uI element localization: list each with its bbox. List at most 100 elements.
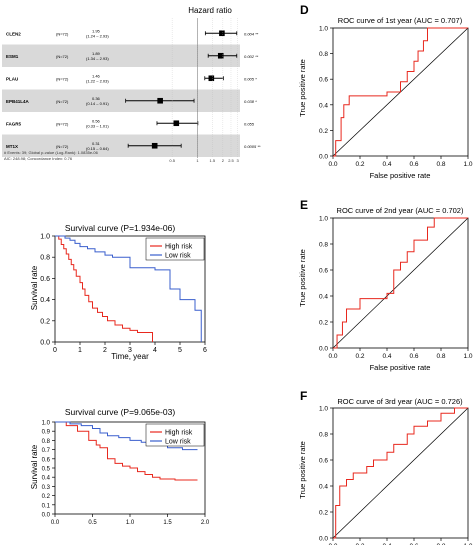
forest-hr-point: [173, 120, 180, 127]
forest-ci-label: (0.33 – 1.01): [86, 123, 109, 128]
roc-e-xlabel: False positive rate: [370, 363, 431, 372]
survival2-ytick-label: 0.5: [42, 467, 51, 473]
survival1-ytick-label: 0.6: [40, 276, 50, 283]
survival1-ylabel: Survival rate: [30, 265, 39, 310]
forest-hr-label: 1.89: [92, 51, 101, 56]
roc-e-ytick-label: 0.0: [319, 346, 328, 353]
roc-f-diagonal: [332, 407, 469, 539]
forest-tick-label: 0.5: [169, 158, 175, 163]
forest-ci-label: (1.22 – 2.03): [86, 78, 109, 83]
survival1-curve-low-risk: [55, 235, 202, 342]
forest-footnote-2: AIC: 248.98; Concordance Index: 0.76: [4, 156, 73, 161]
roc-panel-e: E ROC curve of 2nd year (AUC = 0.702) Tr…: [298, 198, 473, 372]
forest-p-label: 0.0005 **: [244, 144, 261, 149]
forest-plot: Hazard ratio CLEN2 (N=72) 1.95(1.24 – 2.93…: [2, 6, 261, 163]
roc-e-ylabel: True positive rate: [298, 249, 307, 307]
survival2-ytick-label: 0.1: [42, 503, 51, 509]
survival1-xtick-label: 3: [128, 347, 132, 354]
survival1-ytick-label: 0.2: [40, 318, 50, 325]
forest-hr-point: [157, 97, 163, 104]
survival1-ytick-label: 1.0: [40, 234, 50, 241]
survival1-curve-high-risk: [55, 235, 153, 342]
forest-hr-label: 1.46: [92, 73, 101, 78]
survival2-xtick-label: 2.0: [201, 520, 210, 526]
roc-f-xtick-label: 0.0: [328, 543, 337, 545]
forest-row-band: [2, 89, 240, 112]
survival2-xtick-label: 0.5: [88, 520, 97, 526]
forest-gene-label: ESM1: [6, 54, 19, 59]
roc-e-xtick-label: 0.8: [436, 353, 445, 360]
roc-e-letter: E: [300, 198, 308, 212]
survival2-ytick-label: 0.3: [42, 485, 51, 491]
roc-f-title: ROC curve of 3rd year (AUC = 0.726): [337, 397, 463, 406]
forest-hr-point: [151, 142, 158, 149]
forest-title: Hazard ratio: [188, 6, 232, 15]
forest-n-label: (N=72): [56, 31, 69, 36]
survival-plot-2: Survival curve (P=9.065e-03) Survival ra…: [30, 407, 210, 526]
roc-d-ytick-label: 0.4: [319, 102, 328, 109]
roc-f-curve: [333, 407, 468, 539]
roc-f-xtick-label: 0.2: [355, 543, 364, 545]
roc-e-ytick-label: 1.0: [319, 216, 328, 223]
survival2-legend-label: Low risk: [165, 439, 191, 446]
roc-d-frame: [332, 27, 469, 157]
survival2-ytick-label: 0.8: [42, 439, 51, 445]
roc-d-xtick-label: 0.0: [328, 161, 337, 168]
forest-p-label: 0.004 **: [244, 31, 259, 36]
roc-d-title: ROC curve of 1st year (AUC = 0.707): [338, 16, 463, 25]
roc-f-xtick-label: 1.0: [463, 543, 472, 545]
forest-tick-label: 2: [222, 158, 225, 163]
roc-e-ytick-label: 0.2: [319, 320, 328, 327]
survival2-legend-label: High risk: [165, 430, 193, 437]
roc-d-ylabel: True positive rate: [298, 59, 307, 117]
roc-e-diagonal: [332, 217, 469, 349]
forest-tick-label: 2.5: [228, 158, 234, 163]
forest-row-band: [2, 134, 240, 157]
forest-ci-label: (0.14 – 0.91): [86, 101, 109, 106]
survival1-xtick-label: 2: [103, 347, 107, 354]
roc-f-ytick-label: 1.0: [319, 406, 328, 413]
forest-ci-label: (1.34 – 2.93): [86, 56, 109, 61]
forest-ci-label: (1.24 – 2.93): [86, 33, 109, 38]
survival1-legend-label: High risk: [165, 244, 193, 251]
roc-e-xtick-label: 0.0: [328, 353, 337, 360]
survival2-ylabel: Survival rate: [30, 444, 39, 489]
forest-hr-point: [217, 52, 224, 59]
survival1-xtick-label: 5: [178, 347, 182, 354]
forest-footnote-1: # Events: 39; Global p-value (Log-Rank):…: [4, 150, 99, 155]
roc-f-ytick-label: 0.0: [319, 536, 328, 543]
roc-f-ytick-label: 0.2: [319, 510, 328, 517]
roc-panel-f: F ROC curve of 3rd year (AUC = 0.726) Tr…: [298, 389, 473, 545]
forest-n-label: (N=72): [56, 99, 69, 104]
survival2-ytick-label: 0.7: [42, 448, 51, 454]
roc-e-ytick-label: 0.8: [319, 242, 328, 249]
survival1-xtick-label: 1: [78, 347, 82, 354]
roc-e-xtick-label: 0.2: [355, 353, 364, 360]
roc-e-ytick-label: 0.4: [319, 294, 328, 301]
forest-gene-label: PLAU: [6, 76, 18, 81]
forest-row-band: [2, 44, 240, 67]
survival1-xtick-label: 4: [153, 347, 157, 354]
roc-e-ytick-label: 0.6: [319, 268, 328, 275]
forest-p-label: 0.038 *: [244, 99, 257, 104]
roc-e-frame: [332, 217, 469, 349]
roc-f-xtick-label: 0.6: [409, 543, 418, 545]
survival1-xtick-label: 6: [203, 347, 207, 354]
roc-f-ytick-label: 0.8: [319, 432, 328, 439]
forest-hr-label: 0.36: [92, 96, 101, 101]
survival1-xlabel: Time, year: [111, 352, 149, 361]
forest-p-label: 0.002 **: [244, 54, 259, 59]
roc-f-frame: [332, 407, 469, 539]
roc-panel-d: D ROC curve of 1st year (AUC = 0.707) Tr…: [298, 3, 473, 180]
survival-plot-1: Survival curve (P=1.934e-06) Survival ra…: [30, 223, 207, 361]
survival2-ytick-label: 1.0: [42, 421, 51, 427]
roc-d-ytick-label: 0.2: [319, 128, 328, 135]
forest-gene-label: EPB41L4A: [6, 99, 30, 104]
roc-d-curve: [333, 27, 468, 157]
forest-tick-label: 1.5: [210, 158, 216, 163]
roc-f-ylabel: True positive rate: [298, 441, 307, 499]
forest-n-label: (N=72): [56, 54, 69, 59]
roc-f-ytick-label: 0.4: [319, 484, 328, 491]
survival2-xtick-label: 1.0: [126, 520, 135, 526]
